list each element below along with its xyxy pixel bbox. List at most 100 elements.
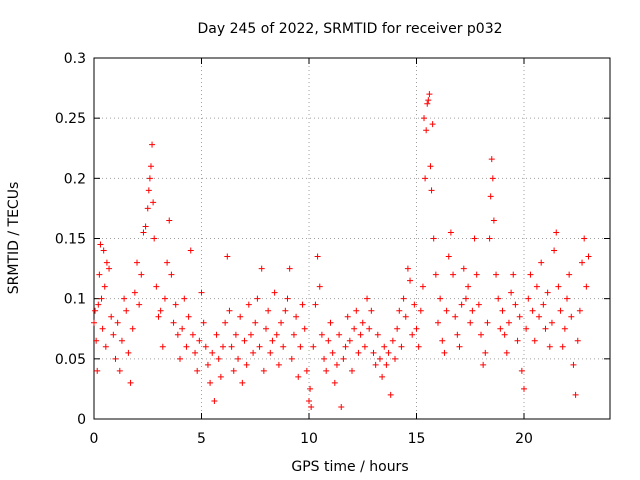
data-point [480,361,487,368]
data-point [215,355,222,362]
data-point [131,289,138,296]
data-point [555,283,562,290]
data-point [370,349,377,356]
data-point [527,271,534,278]
data-point [213,331,220,338]
y-tick-label: 0 [77,412,86,428]
data-point [222,319,229,326]
data-point [241,337,248,344]
data-point [516,313,523,320]
data-point [192,349,199,356]
data-point [342,343,349,350]
y-tick-label: 0.1 [64,292,86,308]
data-point [224,253,231,260]
data-point [123,307,130,314]
data-point [275,361,282,368]
data-point [329,349,336,356]
data-point [576,307,583,314]
data-point [542,325,549,332]
grid-layer [94,58,610,419]
data-point [118,337,125,344]
data-point [314,253,321,260]
data-point [512,301,519,308]
data-point [572,391,579,398]
data-point [561,325,568,332]
data-point [469,307,476,314]
data-point [458,301,465,308]
data-point [456,343,463,350]
data-point [189,331,196,338]
data-point [415,343,422,350]
data-point [429,121,436,128]
data-point [346,337,353,344]
data-point [396,307,403,314]
data-point [146,175,153,182]
data-point [564,295,570,302]
data-point [376,355,383,362]
x-tick-label: 0 [90,431,99,447]
data-point [103,259,110,266]
data-point [145,187,152,194]
data-point [521,385,527,392]
data-point [308,403,315,410]
data-point [510,271,517,278]
data-point [551,247,558,254]
data-point [508,289,515,296]
data-point [445,253,452,260]
data-point [333,361,340,368]
data-point [473,271,480,278]
data-point [359,319,366,326]
data-point [260,367,267,374]
data-point [250,349,257,356]
data-point [168,271,175,278]
data-point [570,361,577,368]
data-point [460,265,467,272]
data-point [271,289,278,296]
data-point [102,343,109,350]
data-point [235,355,242,362]
data-point [151,235,158,242]
data-point [546,343,553,350]
data-point [536,313,543,320]
data-point [400,295,407,302]
data-point [467,319,474,326]
tick-layer: 0 0.05 0.1 0.15 0.2 0.25 0.3 0 5 10 15 20 [55,51,610,447]
data-point [368,307,375,314]
y-tick-label: 0.05 [55,352,86,368]
data-point [364,295,371,302]
y-axis-label: SRMTID / TECUs [6,182,22,295]
data-point [98,295,105,302]
data-point [237,313,244,320]
data-point [423,127,430,134]
data-point [99,325,106,332]
data-points [91,91,592,410]
data-point [303,367,310,374]
data-point [307,385,314,392]
data-point [301,325,308,332]
data-point [421,115,428,122]
data-point [284,295,291,302]
data-point [295,373,302,380]
data-point [306,397,312,404]
data-point [209,349,216,356]
data-point [338,403,345,410]
data-point [220,343,226,350]
data-point [419,283,426,290]
data-point [454,331,461,338]
data-point [226,307,233,314]
data-point [252,319,259,326]
data-point [548,319,555,326]
data-point [228,343,235,350]
data-point [499,307,506,314]
data-point [134,259,140,266]
data-point [183,343,190,350]
data-point [150,199,157,206]
data-point [568,313,575,320]
data-point [381,343,388,350]
data-point [525,295,532,302]
data-point [450,271,457,278]
data-point [394,325,401,332]
data-point [310,343,317,350]
data-point [489,175,496,182]
